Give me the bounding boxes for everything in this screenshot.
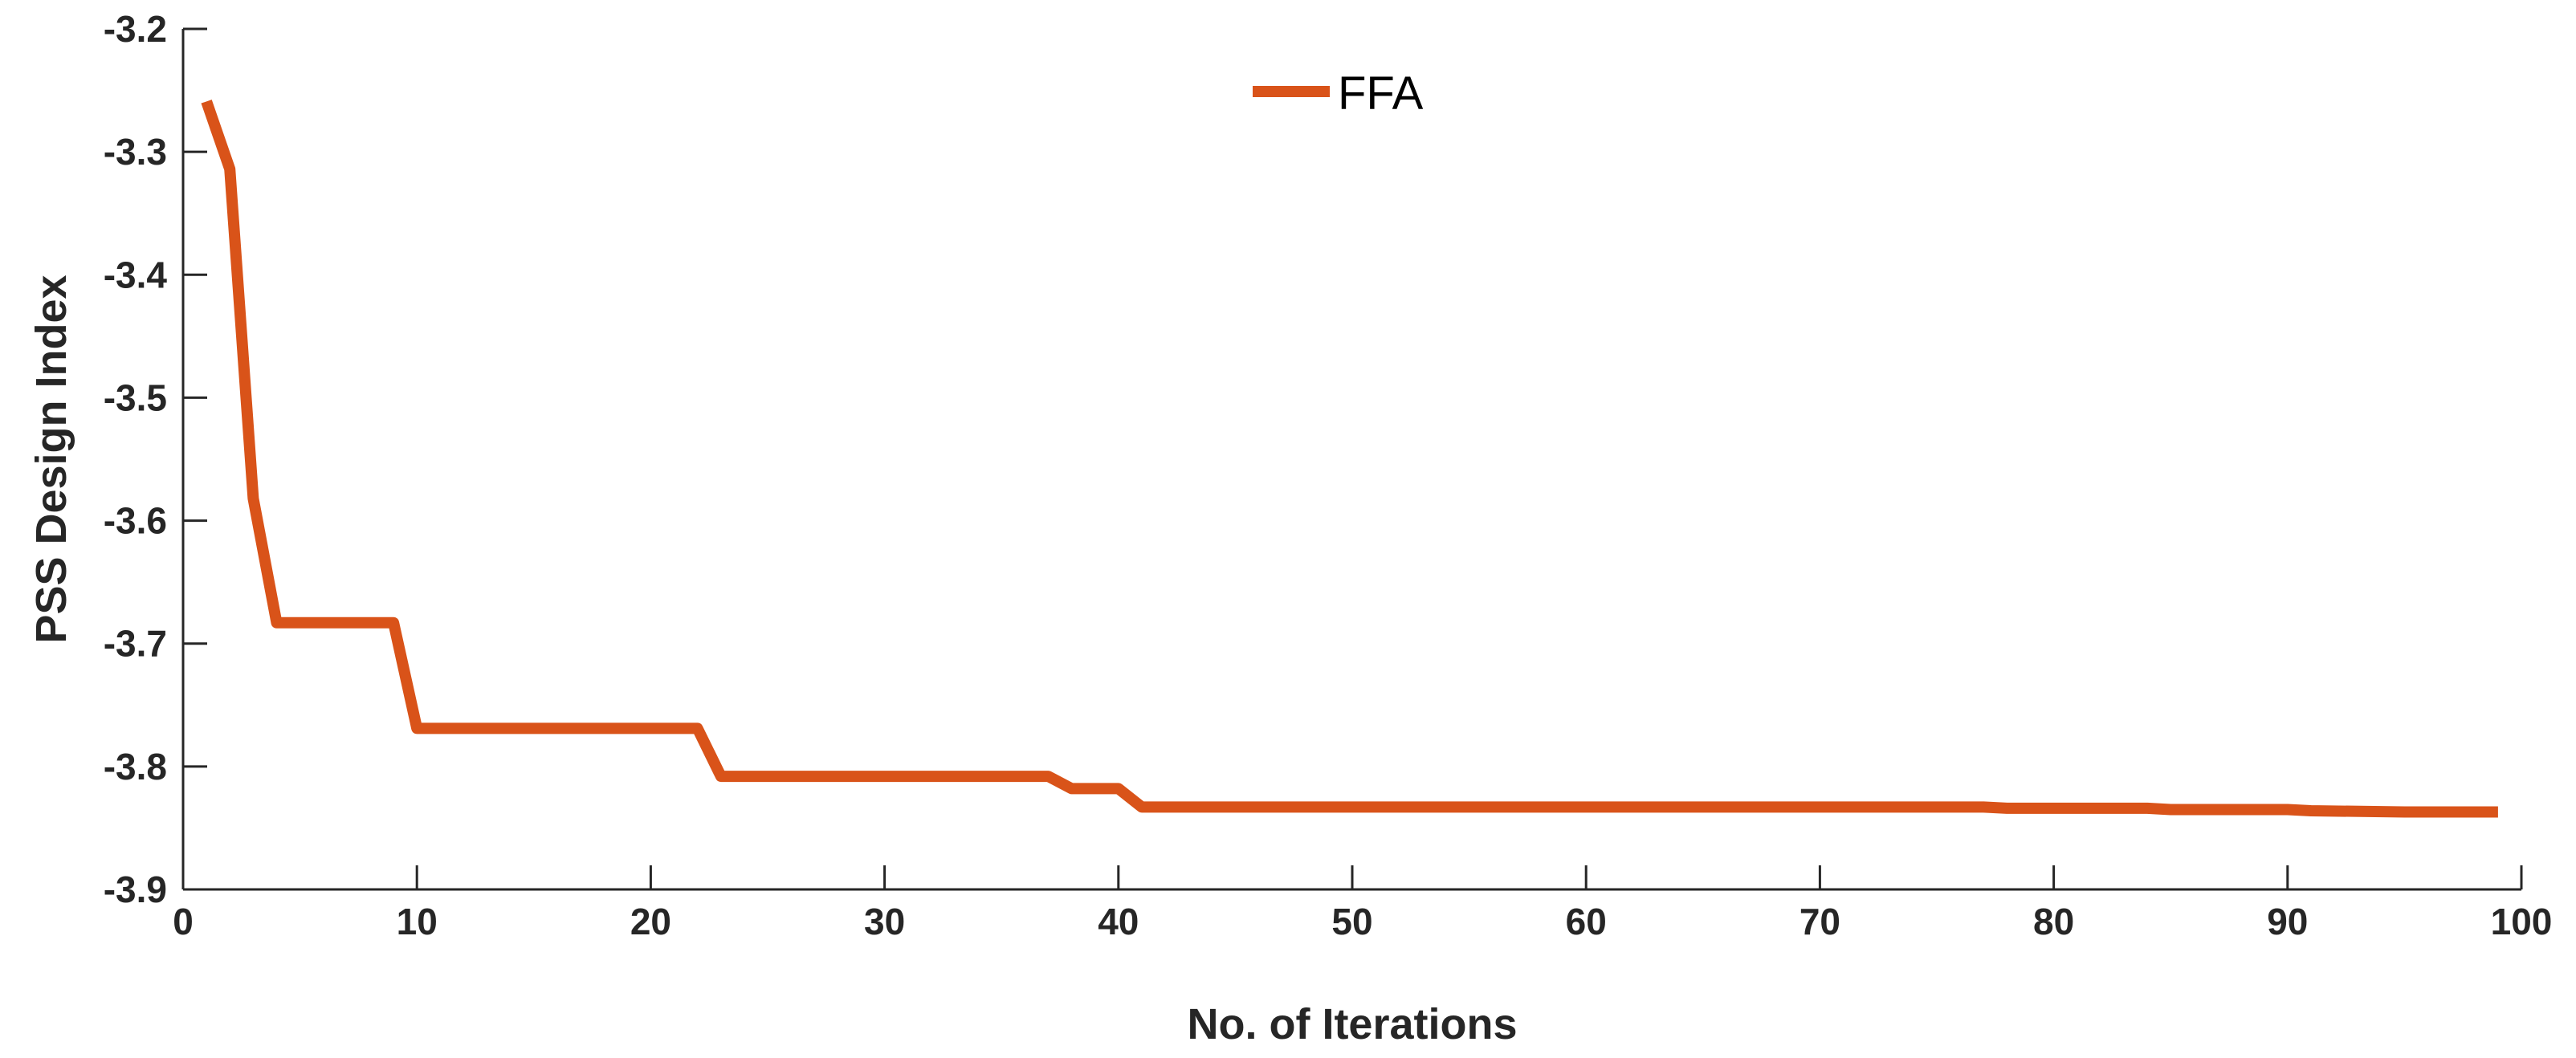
y-ticks: -3.2 -3.3 -3.4 -3.5 -3.6 -3.7 -3.8 -3.9 — [104, 8, 207, 910]
x-tick-label: 10 — [397, 901, 438, 942]
y-tick-label: -3.2 — [104, 8, 167, 50]
x-ticks: 0 10 20 30 40 50 60 70 80 90 100 — [173, 865, 2552, 942]
plot-area — [201, 100, 2498, 818]
y-tick-label: -3.7 — [104, 623, 167, 665]
x-tick-label: 0 — [173, 901, 194, 942]
y-tick-label: -3.8 — [104, 746, 167, 787]
x-axis-label: No. of Iterations — [1187, 1000, 1517, 1048]
y-tick-label: -3.4 — [104, 254, 168, 295]
y-tick-label: -3.5 — [104, 376, 167, 418]
x-tick-label: 90 — [2267, 901, 2308, 942]
axes: 0 10 20 30 40 50 60 70 80 90 100 -3.2-3.3-3.4-3.5-… — [104, 8, 2553, 942]
x-tick-label: 80 — [2033, 901, 2074, 942]
y-tick-label: -3.9 — [104, 869, 167, 910]
x-tick-label: 70 — [1800, 901, 1840, 942]
x-tick-label: 60 — [1566, 901, 1607, 942]
y-tick-label: -3.6 — [104, 500, 167, 542]
y-axis-label: PSS Design Index — [27, 275, 75, 643]
series-line-ffa — [201, 100, 2498, 818]
x-tick-label: 100 — [2491, 901, 2553, 942]
x-tick-label: 30 — [864, 901, 905, 942]
y-tick-label: -3.3 — [104, 131, 167, 173]
x-tick-label: 50 — [1331, 901, 1372, 942]
x-tick-label: 20 — [630, 901, 671, 942]
x-tick-label: 40 — [1098, 901, 1139, 942]
legend: FFA — [1253, 67, 1424, 120]
legend-label-ffa: FFA — [1338, 67, 1424, 120]
